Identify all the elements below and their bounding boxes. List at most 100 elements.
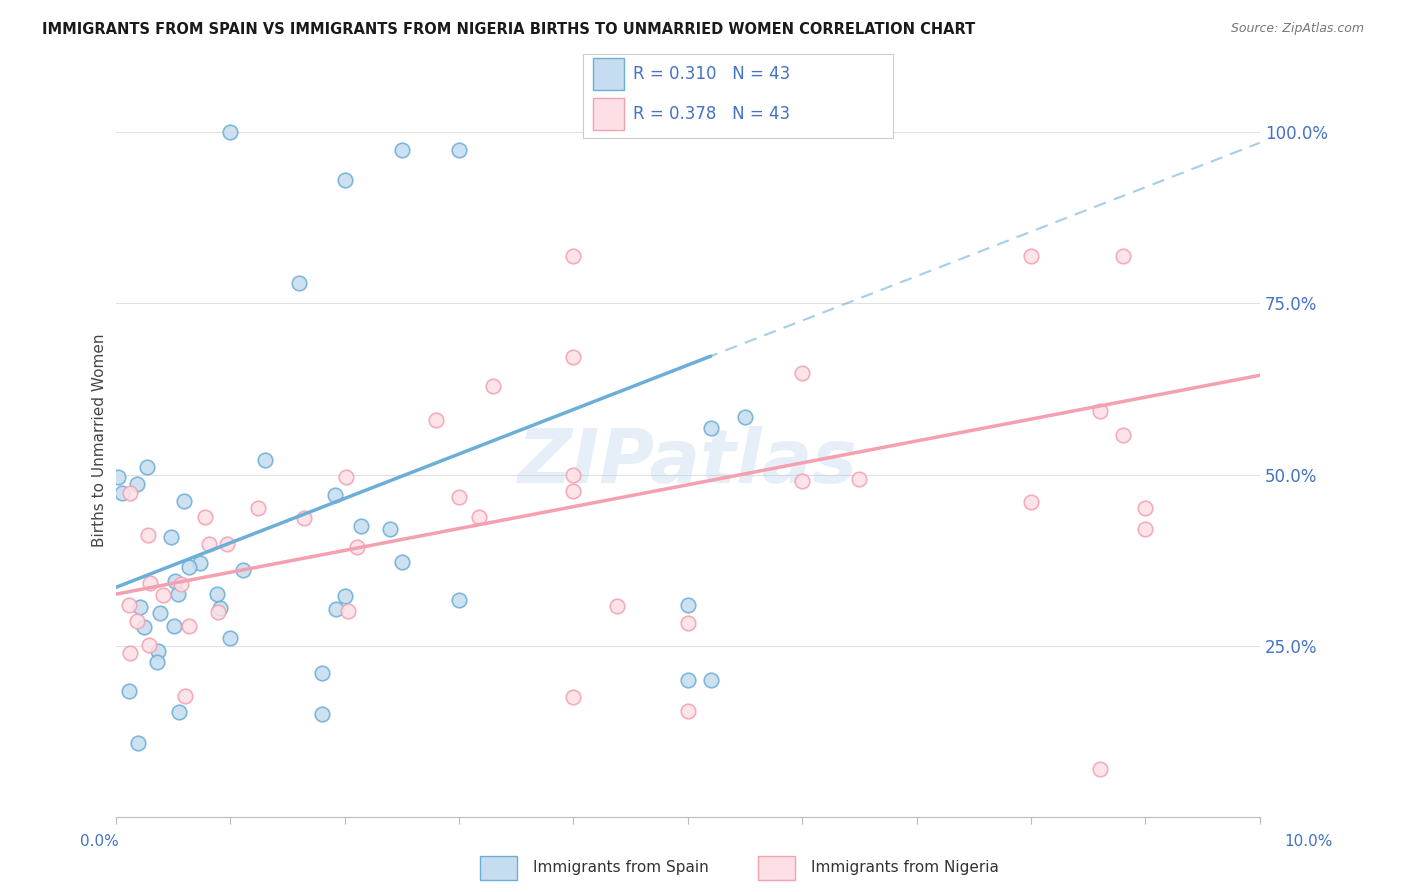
Point xyxy=(188,556,211,570)
Point xyxy=(337,604,360,618)
Point xyxy=(173,494,195,508)
Point xyxy=(1088,403,1111,417)
Point xyxy=(1135,500,1157,515)
Text: ZIPatlas: ZIPatlas xyxy=(517,426,858,500)
Point xyxy=(160,530,183,544)
Point xyxy=(676,704,699,718)
Point xyxy=(148,644,170,658)
Point xyxy=(699,420,721,434)
Point xyxy=(215,537,238,551)
Point xyxy=(792,475,814,489)
Point xyxy=(118,486,141,500)
Point xyxy=(380,522,402,536)
Point xyxy=(167,705,190,719)
Point xyxy=(128,600,150,615)
Point xyxy=(676,673,699,687)
Text: 0.0%: 0.0% xyxy=(80,834,120,848)
Point xyxy=(118,683,141,698)
Point xyxy=(606,599,628,614)
Text: R = 0.310   N = 43: R = 0.310 N = 43 xyxy=(633,65,790,83)
Point xyxy=(792,366,814,380)
Point xyxy=(676,615,699,630)
Point xyxy=(447,593,470,607)
Point xyxy=(333,589,356,603)
Bar xyxy=(593,97,624,130)
Point xyxy=(562,249,585,263)
Text: 10.0%: 10.0% xyxy=(1285,834,1333,848)
Point xyxy=(391,556,413,570)
Point xyxy=(146,655,169,669)
Point xyxy=(232,563,254,577)
Point xyxy=(165,574,187,588)
Text: R = 0.378   N = 43: R = 0.378 N = 43 xyxy=(633,104,790,123)
Point xyxy=(425,413,447,427)
Text: Immigrants from Nigeria: Immigrants from Nigeria xyxy=(811,861,1000,875)
Point xyxy=(118,646,141,660)
Point xyxy=(1019,249,1042,263)
Point xyxy=(1088,762,1111,776)
Point xyxy=(562,690,585,704)
Y-axis label: Births to Unmarried Women: Births to Unmarried Women xyxy=(93,334,107,547)
Point xyxy=(292,510,315,524)
Point xyxy=(323,488,346,502)
Point xyxy=(127,615,149,629)
Point xyxy=(219,631,242,645)
Point xyxy=(346,541,368,555)
Point xyxy=(311,665,333,680)
Point xyxy=(177,619,200,633)
Point xyxy=(205,587,228,601)
Point xyxy=(253,453,276,467)
Point xyxy=(288,276,311,290)
Point xyxy=(325,602,347,616)
Point xyxy=(562,484,585,499)
Text: Immigrants from Spain: Immigrants from Spain xyxy=(533,861,709,875)
Point xyxy=(134,620,156,634)
Point xyxy=(1111,428,1133,442)
Point xyxy=(246,500,269,515)
Point xyxy=(138,638,160,652)
Text: Source: ZipAtlas.com: Source: ZipAtlas.com xyxy=(1230,22,1364,36)
Point xyxy=(107,469,129,483)
Point xyxy=(482,378,505,392)
Point xyxy=(562,351,585,365)
Point xyxy=(734,410,756,425)
Point xyxy=(111,486,134,500)
Point xyxy=(447,143,470,157)
Point xyxy=(170,577,193,591)
Point xyxy=(125,476,148,491)
Point xyxy=(174,689,197,703)
Point xyxy=(1111,249,1133,263)
Point xyxy=(335,470,357,484)
Point xyxy=(127,736,149,750)
Point xyxy=(311,706,333,721)
Point xyxy=(166,586,188,600)
Bar xyxy=(479,856,517,880)
Point xyxy=(118,599,141,613)
Point xyxy=(1019,495,1042,509)
Point xyxy=(194,509,217,524)
Point xyxy=(350,519,373,533)
Point xyxy=(699,673,721,687)
Point xyxy=(391,143,413,157)
Point xyxy=(562,467,585,482)
Point xyxy=(676,598,699,612)
Point xyxy=(198,537,221,551)
Point xyxy=(447,490,470,504)
Point xyxy=(848,472,870,486)
Point xyxy=(219,126,242,140)
Point xyxy=(162,619,184,633)
Point xyxy=(207,605,229,619)
Point xyxy=(152,588,174,602)
Text: IMMIGRANTS FROM SPAIN VS IMMIGRANTS FROM NIGERIA BIRTHS TO UNMARRIED WOMEN CORRE: IMMIGRANTS FROM SPAIN VS IMMIGRANTS FROM… xyxy=(42,22,976,37)
Point xyxy=(139,576,162,591)
Point xyxy=(1135,522,1157,536)
Bar xyxy=(758,856,796,880)
Point xyxy=(138,528,160,542)
Point xyxy=(333,173,356,187)
Point xyxy=(149,606,172,620)
Point xyxy=(208,601,231,615)
Bar xyxy=(593,58,624,90)
Point xyxy=(468,510,491,524)
Point xyxy=(135,459,157,474)
Point xyxy=(177,559,200,574)
